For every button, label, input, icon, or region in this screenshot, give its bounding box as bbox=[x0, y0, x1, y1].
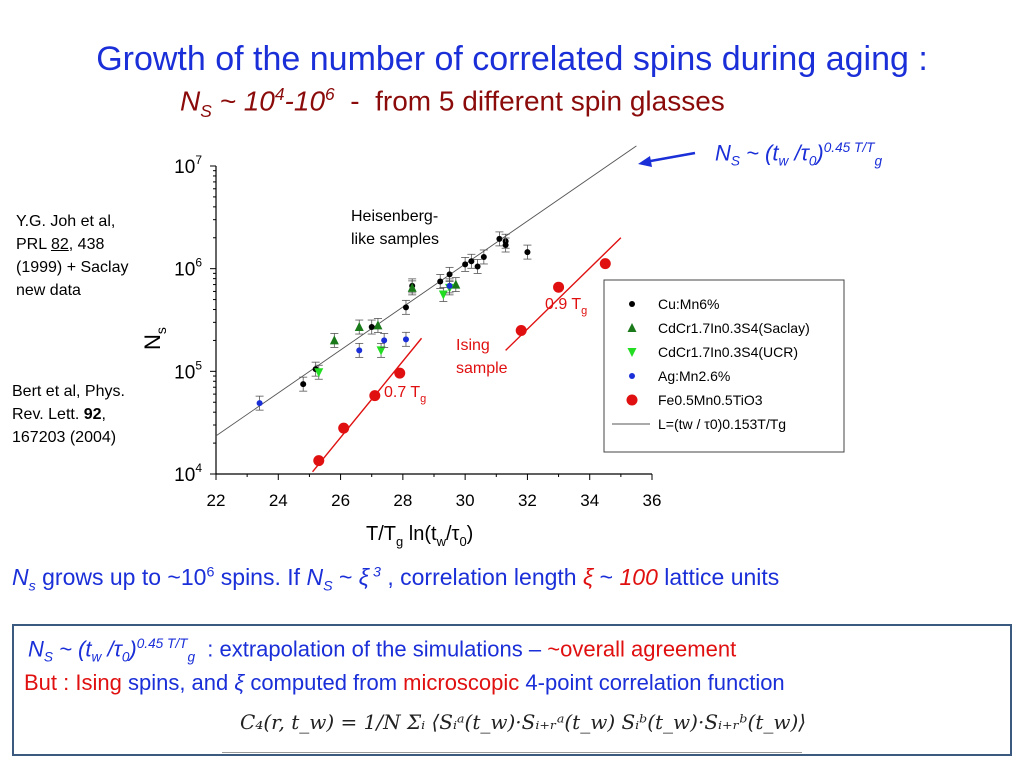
conclusion-box: NS ~ (tw /τ0)0.45 T/Tg : extrapolation o… bbox=[12, 624, 1012, 756]
legend-label: L=(tw / τ0)0.153T/Tg bbox=[658, 416, 786, 432]
data-point bbox=[446, 271, 453, 278]
annotation-07tg: 0.7 Tg bbox=[384, 384, 426, 405]
data-point bbox=[376, 346, 386, 356]
data-point bbox=[474, 263, 481, 270]
legend-swatch bbox=[627, 323, 637, 332]
annotation-09tg: 0.9 Tg bbox=[545, 296, 587, 317]
data-point bbox=[356, 347, 363, 354]
chart-legend: Cu:Mn6% CdCr1.7In0.3S4(Saclay) CdCr1.7In0.… bbox=[603, 279, 845, 453]
legend-box bbox=[603, 279, 845, 453]
x-tick-label: 36 bbox=[643, 491, 662, 510]
annotation-heisenberg-1: Heisenberg- bbox=[351, 208, 438, 225]
data-point bbox=[300, 381, 307, 388]
x-tick-label: 22 bbox=[207, 491, 226, 510]
data-point bbox=[515, 324, 527, 336]
y-tick-label: 105 bbox=[174, 358, 202, 383]
data-point bbox=[480, 253, 487, 260]
data-point bbox=[496, 235, 503, 242]
data-point bbox=[437, 278, 444, 285]
y-axis-label: Ns bbox=[140, 327, 169, 350]
reference-joh: Y.G. Joh et al, PRL 82, 438 (1999) + Sac… bbox=[16, 213, 129, 299]
page-title: Growth of the number of correlated spins… bbox=[96, 40, 928, 78]
data-point bbox=[462, 261, 469, 268]
fit-line bbox=[312, 337, 423, 473]
data-point bbox=[314, 368, 324, 378]
arrow-shaft bbox=[644, 151, 696, 164]
y-tick-label: 104 bbox=[174, 461, 202, 486]
data-point bbox=[354, 322, 364, 332]
data-point bbox=[373, 320, 383, 330]
conclusion-line-1: NS ~ (tw /τ0)0.45 T/Tg : extrapolation o… bbox=[28, 636, 737, 665]
annotation-ising-2: sample bbox=[456, 360, 508, 377]
arrow-head-icon bbox=[638, 156, 652, 167]
x-tick-label: 32 bbox=[518, 491, 537, 510]
y-tick-label: 106 bbox=[174, 256, 202, 281]
annotation-heisenberg-2: like samples bbox=[351, 231, 439, 248]
data-point bbox=[451, 279, 461, 289]
x-tick-label: 28 bbox=[393, 491, 412, 510]
x-tick-label: 24 bbox=[269, 491, 288, 510]
data-point bbox=[402, 336, 409, 343]
x-tick-label: 30 bbox=[456, 491, 475, 510]
reference-bert: Bert et al, Phys. Rev. Lett. 92, 167203 … bbox=[12, 383, 125, 446]
plot-axes: 22 24 26 28 30 32 34 36 104 105 106 107 bbox=[174, 153, 661, 510]
data-point bbox=[369, 390, 381, 402]
chart-annotations: Heisenberg- like samples Ising sample 0.… bbox=[351, 208, 587, 405]
ns-symbol: N bbox=[180, 85, 201, 117]
data-point bbox=[394, 367, 406, 379]
legend-swatch bbox=[626, 394, 638, 406]
data-point bbox=[402, 304, 409, 311]
legend-swatch bbox=[629, 301, 635, 307]
data-point bbox=[329, 335, 339, 345]
x-tick-label: 34 bbox=[580, 491, 599, 510]
data-point bbox=[256, 400, 263, 407]
data-point bbox=[553, 281, 565, 293]
legend-swatch bbox=[629, 373, 635, 379]
summary-line: Ns grows up to ~106 spins. If NS ~ ξ 3 ,… bbox=[12, 564, 780, 595]
data-point bbox=[468, 258, 475, 265]
data-point bbox=[381, 337, 388, 344]
annotation-ising-1: Ising bbox=[456, 337, 490, 354]
fit-line bbox=[215, 145, 637, 437]
correlation-formula: C₄(r, t_w) = 1/N Σᵢ ⟨Sᵢᵃ(t_w)·Sᵢ₊ᵣᵃ(t_w)… bbox=[222, 696, 806, 753]
legend-swatch bbox=[627, 348, 637, 357]
legend-label: CdCr1.7In0.3S4(Saclay) bbox=[658, 320, 810, 336]
data-point bbox=[368, 324, 375, 331]
x-tick-label: 26 bbox=[331, 491, 350, 510]
data-point bbox=[338, 422, 350, 434]
data-point bbox=[313, 455, 325, 467]
page-subtitle: NS ~ 104-106 - from 5 different spin gla… bbox=[180, 84, 725, 121]
legend-label: Ag:Mn2.6% bbox=[658, 368, 730, 384]
y-tick-label: 107 bbox=[174, 153, 202, 178]
legend-label: Cu:Mn6% bbox=[658, 296, 719, 312]
data-point bbox=[446, 282, 453, 289]
data-point bbox=[524, 249, 531, 256]
x-axis-label: T/Tg ln(tw/τ0) bbox=[366, 523, 473, 549]
power-law-label: NS ~ (tw /τ0)0.45 T/Tg bbox=[715, 140, 883, 169]
ns-vs-scaled-time-chart: 22 24 26 28 30 32 34 36 104 105 106 107 Heisenberg-… bbox=[140, 145, 845, 549]
data-point bbox=[407, 282, 417, 292]
data-point bbox=[599, 258, 611, 270]
formula-text: C₄(r, t_w) = 1/N Σᵢ ⟨Sᵢᵃ(t_w)·Sᵢ₊ᵣᵃ(t_w)… bbox=[240, 710, 807, 734]
data-points bbox=[255, 231, 611, 467]
legend-label: CdCr1.7In0.3S4(UCR) bbox=[658, 344, 798, 360]
data-point bbox=[502, 242, 509, 249]
conclusion-line-2: But : Ising spins, and ξ computed from m… bbox=[24, 670, 785, 695]
legend-label: Fe0.5Mn0.5TiO3 bbox=[658, 392, 763, 408]
